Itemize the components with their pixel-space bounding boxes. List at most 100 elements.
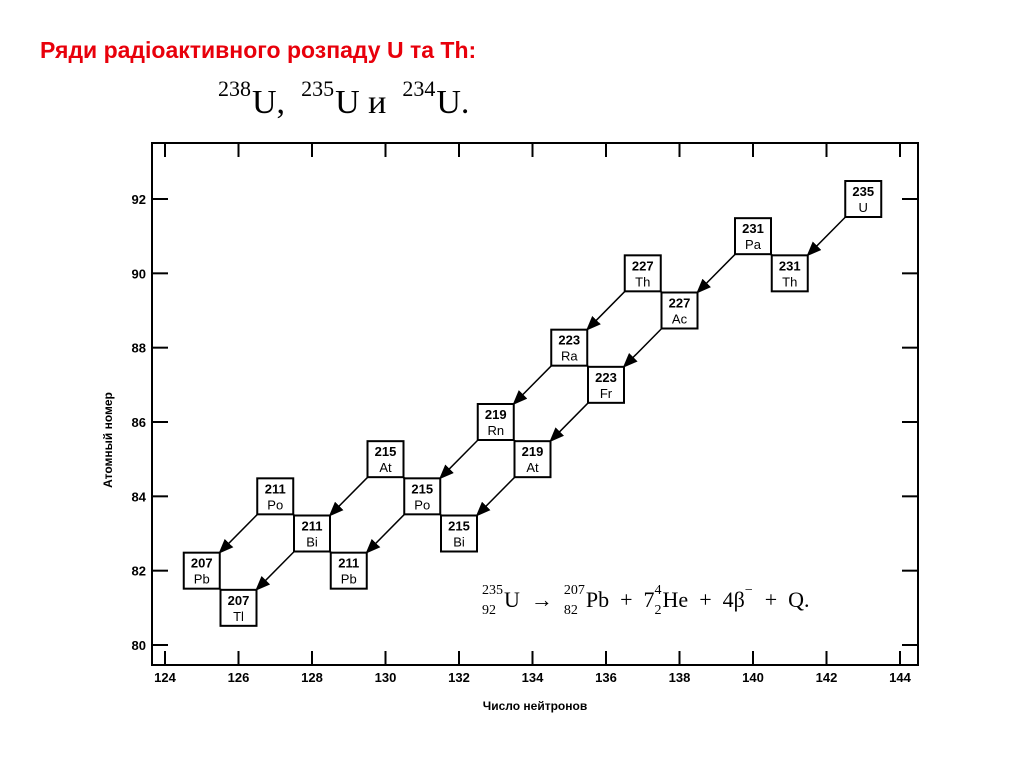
y-tick-label: 82	[132, 564, 146, 579]
decay-arrow	[696, 253, 736, 294]
nuclide-mass: 211	[302, 519, 323, 534]
nuclide-symbol: Bi	[453, 535, 465, 550]
x-tick-label: 140	[742, 670, 764, 685]
x-tick-label: 138	[669, 670, 691, 685]
isotope: U и	[335, 84, 386, 121]
nuclide-symbol: Fr	[600, 386, 613, 401]
x-tick-label: 128	[301, 670, 323, 685]
decay-arrow	[438, 439, 479, 480]
x-tick-label: 126	[228, 670, 250, 685]
decay-arrow	[806, 216, 846, 257]
y-tick-label: 92	[132, 192, 146, 207]
nuclide-box	[734, 217, 772, 256]
decay-arrow	[365, 513, 405, 554]
nuclide-mass: 235	[852, 184, 874, 199]
eq-sup: 235	[482, 583, 503, 598]
nuclide-box	[550, 328, 589, 367]
decay-arrow	[585, 290, 626, 331]
mass-number: 234	[402, 76, 435, 101]
x-tick-label: 136	[595, 670, 617, 685]
decay-arrow	[255, 550, 295, 591]
eq-sup: −	[745, 583, 753, 598]
nuclide-symbol: Po	[267, 497, 283, 512]
equation: 235 92 U → 207 82 Pb + 7 4 2 He + 4β − + Q.	[482, 583, 810, 618]
decay-arrow	[328, 476, 369, 517]
y-tick-label: 88	[132, 341, 146, 356]
eq-text: + Q.	[754, 587, 810, 612]
nuclide-mass: 219	[522, 444, 544, 459]
decay-arrow	[218, 513, 258, 554]
nuclide-box	[476, 403, 515, 441]
nuclide-symbol: Ra	[561, 349, 578, 364]
x-tick-label: 144	[889, 670, 911, 685]
isotope: U,	[252, 84, 285, 121]
nuclide-mass: 207	[228, 593, 250, 608]
nuclide-symbol: Pb	[194, 572, 210, 587]
nuclide-mass: 223	[558, 333, 580, 348]
x-tick-label: 130	[375, 670, 397, 685]
nuclide-mass: 231	[742, 221, 764, 236]
nuclide-box	[366, 440, 405, 479]
nuclide-symbol: Pb	[341, 572, 357, 587]
nuclide-symbol: Bi	[306, 535, 318, 550]
eq-text: Pb + 7	[586, 587, 655, 612]
y-tick-label: 86	[132, 415, 146, 430]
eq-sup: 207	[564, 583, 585, 598]
nuclide-box	[219, 588, 258, 627]
nuclide-box	[587, 365, 625, 404]
nuclide-mass: 215	[411, 481, 433, 496]
nuclide-symbol: Tl	[233, 609, 244, 624]
nuclide-box	[440, 514, 478, 553]
nuclide-symbol: Ac	[672, 312, 688, 327]
nuclide-box	[182, 551, 221, 590]
nuclide-box	[660, 291, 699, 330]
nuclide-box	[623, 254, 662, 293]
nuclide-symbol: Pa	[745, 237, 762, 252]
x-tick-label: 124	[154, 670, 176, 685]
nuclide-box	[329, 551, 368, 590]
nuclide-symbol: At	[526, 460, 539, 475]
decay-arrow	[622, 327, 663, 368]
y-tick-label: 84	[132, 489, 147, 504]
eq-sub: 82	[564, 603, 578, 618]
eq-sup: 4	[655, 583, 662, 598]
isotope: U.	[436, 84, 469, 121]
nuclide-mass: 207	[191, 556, 213, 571]
nuclide-symbol: Th	[782, 274, 797, 289]
eq-sub: 92	[482, 603, 496, 618]
nuclide-mass: 227	[669, 296, 691, 311]
nuclide-mass: 223	[595, 370, 617, 385]
nuclide-mass: 227	[632, 258, 654, 273]
nuclide-mass: 211	[338, 556, 359, 571]
nuclide-box	[256, 477, 295, 516]
x-axis-label: Число нейтронов	[483, 699, 587, 713]
y-tick-label: 90	[132, 266, 146, 281]
decay-arrow	[512, 365, 552, 406]
eq-sub: 2	[655, 603, 662, 618]
nuclide-mass: 231	[779, 258, 801, 273]
eq-text: U →	[504, 587, 564, 612]
eq-text: He + 4β	[663, 587, 745, 612]
nuclide-mass: 215	[375, 444, 397, 459]
decay-arrow	[549, 402, 589, 443]
decay-arrow	[475, 476, 516, 517]
nuclide-box	[293, 514, 331, 553]
x-tick-label: 134	[522, 670, 544, 685]
nuclide-mass: 211	[265, 481, 286, 496]
subtitle: 238 U, 235 U и 234 U.	[218, 76, 469, 121]
nuclide-mass: 215	[448, 519, 470, 534]
nuclide-symbol: Rn	[487, 423, 504, 438]
y-tick-label: 80	[132, 638, 146, 653]
nuclide-box	[513, 440, 552, 479]
nuclide-symbol: U	[859, 200, 868, 215]
nuclide-symbol: Th	[635, 274, 650, 289]
slide-title: Ряди радіоактивного розпаду U та Th:	[40, 37, 476, 63]
nuclide-symbol: At	[379, 460, 392, 475]
x-tick-label: 132	[448, 670, 470, 685]
plot-frame	[151, 142, 919, 666]
x-tick-label: 142	[816, 670, 838, 685]
mass-number: 238	[218, 76, 251, 101]
nuclide-box	[770, 254, 809, 293]
nuclide-symbol: Po	[414, 497, 430, 512]
